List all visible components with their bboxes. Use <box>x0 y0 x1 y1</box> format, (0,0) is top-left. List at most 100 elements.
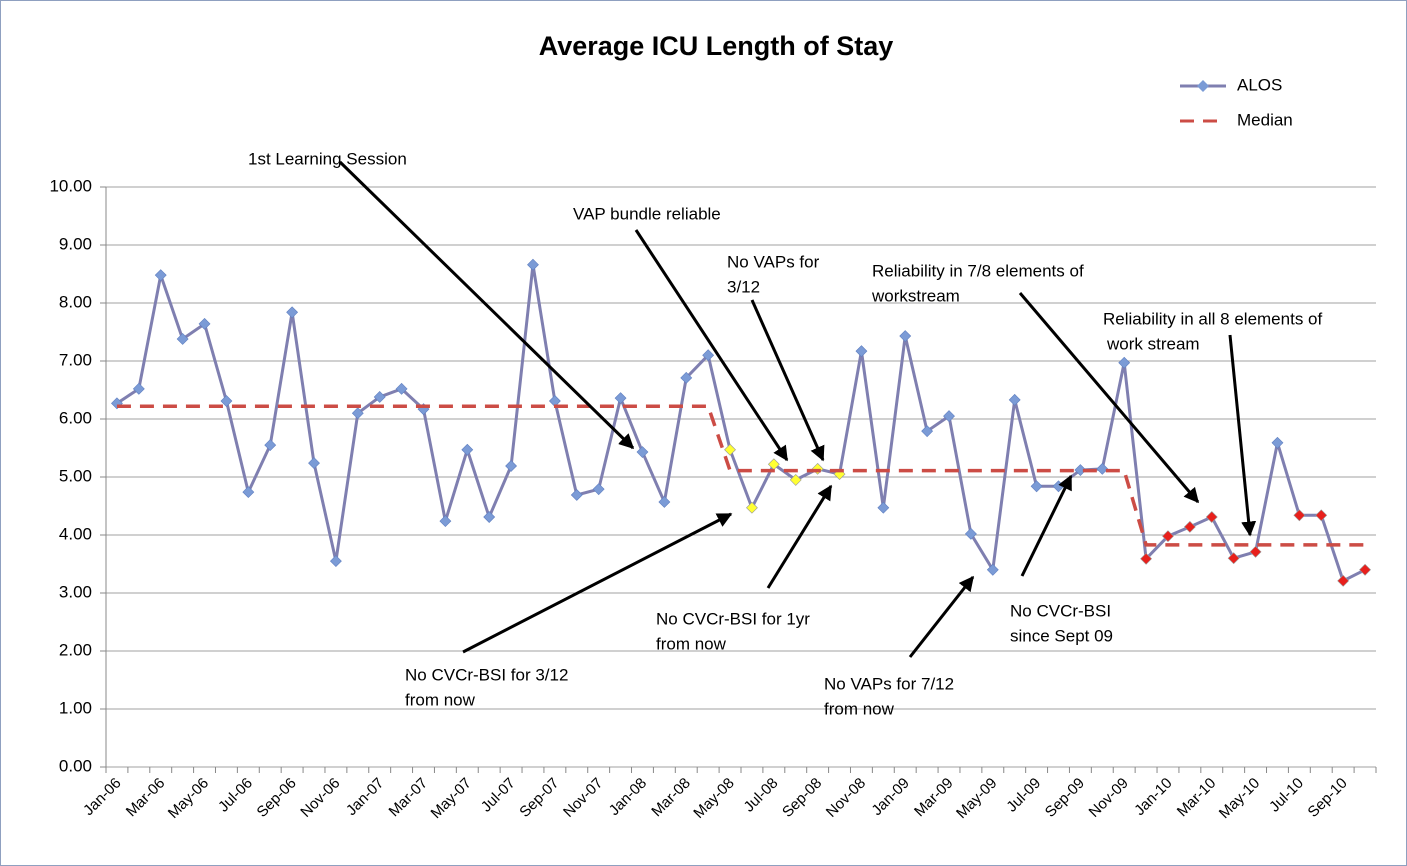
data-point <box>658 496 671 508</box>
legend-label: Median <box>1237 110 1293 129</box>
legend-label: ALOS <box>1237 75 1282 94</box>
annotation: workstream <box>871 286 960 305</box>
data-point <box>964 527 977 540</box>
annotation-arrow <box>750 299 825 462</box>
y-tick-label: 2.00 <box>59 640 92 659</box>
annotation: No VAPs for 7/12 <box>824 674 954 693</box>
x-tick-label: Jul-07 <box>478 775 519 816</box>
annotation-arrow <box>1018 292 1200 504</box>
annotation: No CVCr-BSI <box>1010 601 1111 620</box>
x-tick-label: Nov-08 <box>823 775 869 821</box>
x-tick-label: Mar-06 <box>123 775 169 821</box>
data-point <box>746 501 758 514</box>
data-point <box>789 473 802 486</box>
x-tick-label: Sep-06 <box>254 775 300 821</box>
annotation: VAP bundle reliable <box>573 204 721 223</box>
data-point <box>921 425 934 438</box>
x-tick-label: May-10 <box>1216 775 1263 822</box>
annotation: from now <box>824 699 895 718</box>
x-tick-label: May-09 <box>953 775 1000 822</box>
data-point <box>724 443 736 456</box>
data-point <box>570 489 583 501</box>
alos-line <box>116 264 1366 583</box>
data-point <box>877 501 890 514</box>
y-tick-label: 0.00 <box>59 756 92 775</box>
data-point <box>1030 480 1043 493</box>
data-point <box>176 333 189 345</box>
x-tick-label: May-08 <box>690 775 737 822</box>
annotation: 3/12 <box>727 277 760 296</box>
data-point <box>592 483 605 496</box>
data-point <box>373 391 386 403</box>
data-point <box>264 439 277 452</box>
x-tick-label: Jan-09 <box>868 775 912 819</box>
data-point <box>286 306 299 319</box>
data-point <box>1205 511 1218 523</box>
y-tick-label: 6.00 <box>59 408 92 427</box>
data-point <box>986 563 999 576</box>
data-point <box>614 392 627 405</box>
data-point <box>702 349 715 362</box>
data-point <box>483 511 496 523</box>
chart-title: Average ICU Length of Stay <box>539 31 894 61</box>
data-point <box>855 345 868 358</box>
x-tick-label: Sep-08 <box>779 775 825 821</box>
annotation: Reliability in all 8 elements of <box>1103 309 1322 328</box>
data-point <box>636 446 649 458</box>
data-point <box>1162 530 1174 543</box>
data-point <box>1008 393 1021 406</box>
y-tick-label: 7.00 <box>59 350 92 369</box>
annotation: No CVCr-BSI for 1yr <box>656 609 810 628</box>
x-tick-label: May-06 <box>165 775 212 822</box>
x-tick-label: Jan-07 <box>343 775 387 819</box>
x-tick-label: Jul-09 <box>1003 775 1044 816</box>
data-point <box>242 486 255 499</box>
data-point <box>1249 545 1262 558</box>
y-tick-label: 3.00 <box>59 582 92 601</box>
annotation-arrow <box>634 229 789 462</box>
data-point <box>395 382 408 395</box>
annotation-arrow <box>338 160 635 450</box>
x-tick-label: Jan-10 <box>1131 775 1175 819</box>
x-tick-label: Mar-09 <box>911 775 957 821</box>
x-tick-label: Nov-07 <box>560 775 606 821</box>
annotation-arrow <box>1228 334 1257 537</box>
data-point <box>1140 552 1153 565</box>
data-point <box>1074 464 1087 476</box>
x-tick-label: Mar-08 <box>648 775 694 821</box>
x-tick-label: Jan-08 <box>606 775 650 819</box>
x-tick-label: Mar-10 <box>1174 775 1220 821</box>
data-point <box>505 460 518 472</box>
data-point <box>439 515 452 528</box>
data-point <box>351 407 364 420</box>
annotation: work stream <box>1106 334 1200 353</box>
data-point <box>308 457 320 470</box>
data-point <box>943 410 955 423</box>
y-tick-label: 4.00 <box>59 524 92 543</box>
data-point <box>461 443 474 456</box>
x-tick-label: Jul-06 <box>215 775 256 816</box>
x-tick-label: Jul-10 <box>1266 775 1307 816</box>
data-point <box>1293 509 1306 522</box>
data-point <box>899 330 912 342</box>
legend-marker <box>1197 80 1209 92</box>
annotation: since Sept 09 <box>1010 626 1113 645</box>
data-point <box>1337 574 1350 587</box>
annotation-arrow <box>908 575 975 658</box>
median-line <box>116 404 1366 547</box>
annotation: No CVCr-BSI for 3/12 <box>405 665 568 684</box>
annotation: 1st Learning Session <box>248 149 407 168</box>
x-tick-label: Nov-06 <box>297 775 343 821</box>
data-point <box>1359 563 1371 576</box>
y-tick-label: 1.00 <box>59 698 92 717</box>
annotation-arrow <box>462 512 733 654</box>
data-point <box>1096 462 1109 475</box>
annotation-arrow <box>766 484 833 589</box>
data-point <box>329 555 342 568</box>
y-tick-label: 10.00 <box>49 176 92 195</box>
data-point <box>527 258 539 271</box>
annotation: Reliability in 7/8 elements of <box>872 261 1084 280</box>
data-point <box>1315 509 1328 522</box>
x-tick-label: Jan-06 <box>80 775 124 819</box>
